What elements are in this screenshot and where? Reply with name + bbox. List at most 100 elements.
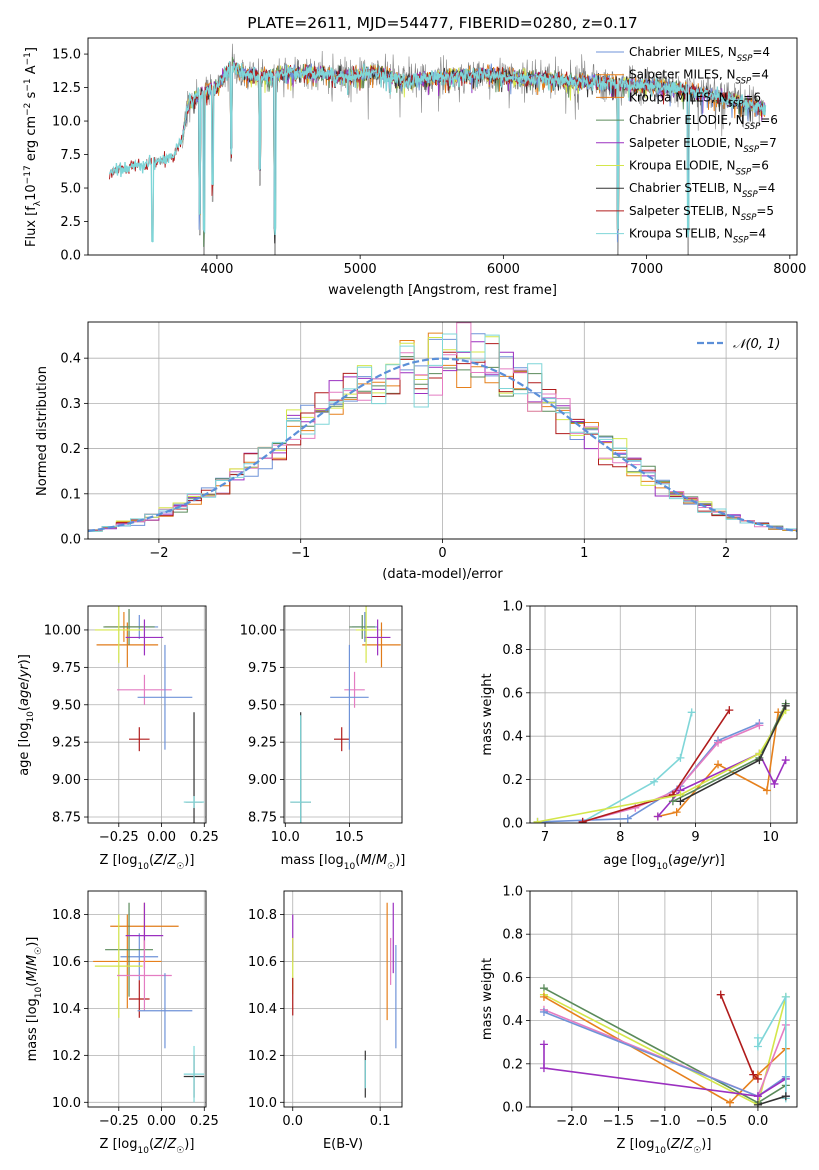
legend-label-sub: SSP — [741, 213, 757, 223]
y-tick-label: 0.2 — [60, 442, 81, 457]
y-tick-label: 0.4 — [502, 1014, 523, 1029]
error-bar-point — [117, 940, 172, 1011]
normal-curve — [88, 357, 797, 533]
y-axis-label: Flux [fλ10−17 erg cm−2 s−1 A−1] — [23, 47, 43, 247]
x-tick-label: 6000 — [487, 262, 520, 277]
series-marker — [753, 1074, 762, 1083]
error-bar-point — [349, 614, 376, 639]
y-tick-label: 0.6 — [502, 971, 523, 986]
y-tick-label: 2.5 — [60, 215, 81, 230]
legend-label-n: =6 — [743, 90, 761, 104]
legend-label-main: Chabrier MILES, N — [629, 45, 737, 59]
x-tick-label: −2.0 — [556, 1114, 588, 1129]
panel-mass_vs_Z: −0.25 0.00 0.25 10.0 10.2 10.4 10.6 10.8 — [52, 890, 219, 1129]
y-label-part: s — [24, 91, 39, 102]
histogram-series — [88, 333, 797, 532]
y-tick-label: 10.0 — [248, 1096, 277, 1111]
label-part: Z — [683, 1137, 694, 1152]
series-marker — [753, 1092, 762, 1101]
panel-mass_weight_vs_Z: −2.0 −1.5 −1.0 −0.5 0.0 0.0 0.2 0.4 0.6 0.8 1.0 — [502, 885, 798, 1129]
label-part: Z — [166, 853, 177, 868]
x-tick-label: 7000 — [630, 262, 663, 277]
y-axis-label: age [log10(age/yr)] — [17, 654, 36, 776]
y-tick-label: 0.6 — [502, 686, 523, 701]
label-part: M — [25, 955, 40, 966]
series-marker — [676, 753, 685, 762]
legend-label: Kroupa ELODIE, NSSP=6 — [629, 159, 769, 178]
label-part: ( — [149, 1137, 154, 1152]
label-part: / — [372, 853, 377, 868]
y-axis-label: mass [log10(M/M☉)] — [25, 937, 44, 1062]
y-tick-label: 0.0 — [60, 249, 81, 264]
y-tick-label: 10.6 — [248, 955, 277, 970]
label-part: 10 — [656, 862, 668, 872]
x-tick-label: 0.00 — [147, 830, 176, 845]
x-tick-label: 0.0 — [748, 1114, 769, 1129]
legend-label-n: =4 — [752, 45, 770, 59]
panel-mass_weight_vs_age: 7 8 9 10 0.0 0.2 0.4 0.6 0.8 1.0 — [502, 600, 798, 845]
label-part: M — [25, 970, 40, 981]
series-marker — [533, 817, 542, 823]
error-bar-point — [362, 622, 401, 668]
y-tick-label: 9.50 — [248, 698, 277, 713]
series-line — [657, 752, 787, 818]
y-tick-label: 10.4 — [248, 1002, 277, 1017]
legend-label: Salpeter ELODIE, NSSP=7 — [629, 136, 777, 155]
axes-frame — [283, 605, 403, 824]
legend-label: Kroupa STELIB, NSSP=4 — [629, 227, 766, 246]
error-bar-point — [290, 715, 311, 823]
series-marker — [726, 1098, 735, 1107]
x-tick-label: 9 — [691, 830, 699, 845]
label-part: 10 — [654, 1146, 666, 1156]
series-line — [582, 709, 730, 823]
y-tick-label: 8.75 — [248, 811, 277, 826]
axes-frame — [529, 605, 798, 824]
series-marker — [770, 779, 779, 788]
y-label-part: ] — [24, 47, 39, 52]
x-tick-label: 0.00 — [147, 1114, 176, 1129]
label-part: 10 — [26, 711, 36, 723]
series-marker — [781, 756, 790, 765]
series-marker — [755, 756, 764, 765]
series-marker — [578, 817, 587, 823]
label-part: mass [log — [281, 853, 344, 868]
series-marker — [755, 721, 764, 730]
y-tick-label: 0.4 — [502, 730, 523, 745]
label-part: ( — [355, 853, 360, 868]
x-tick-label: 0 — [438, 546, 446, 561]
label-part: yr — [701, 853, 717, 868]
x-tick-label: −1 — [291, 546, 310, 561]
y-axis-label: Normed distribution — [35, 366, 50, 496]
label-part: ( — [668, 853, 673, 868]
series-marker — [749, 1070, 758, 1079]
line-series — [653, 749, 790, 821]
plot-area — [533, 699, 790, 823]
plot-area — [88, 322, 797, 533]
series-marker — [539, 1040, 548, 1049]
label-part: age — [673, 853, 697, 868]
label-part: / — [163, 853, 168, 868]
error-bar-point — [183, 796, 205, 809]
label-part: M — [376, 853, 387, 868]
legend-label: Chabrier ELODIE, NSSP=6 — [629, 113, 778, 132]
label-part: / — [25, 965, 40, 970]
legend-label-main: Chabrier STELIB, N — [629, 181, 742, 195]
label-part: / — [17, 677, 32, 682]
legend-label-sub: SSP — [733, 236, 749, 246]
x-tick-label: −0.25 — [99, 1114, 139, 1129]
series-marker — [781, 992, 790, 1001]
x-tick-label: 0.1 — [370, 1114, 391, 1129]
x-axis-label: E(B-V) — [323, 1137, 363, 1152]
legend-label-main: Salpeter STELIB, N — [629, 204, 741, 218]
x-tick-label: −1.0 — [649, 1114, 681, 1129]
y-label-part: −2 — [23, 103, 33, 116]
error-bar-point — [183, 1045, 205, 1103]
error-bar-point — [94, 914, 143, 1018]
x-axis-label: Z [log10(Z/Z☉)] — [100, 853, 195, 872]
y-tick-label: 1.0 — [502, 600, 523, 615]
y-tick-label: 9.25 — [248, 736, 277, 751]
error-bar-point — [105, 902, 153, 997]
series-marker — [653, 812, 662, 821]
legend-label-sub: SSP — [745, 122, 761, 132]
